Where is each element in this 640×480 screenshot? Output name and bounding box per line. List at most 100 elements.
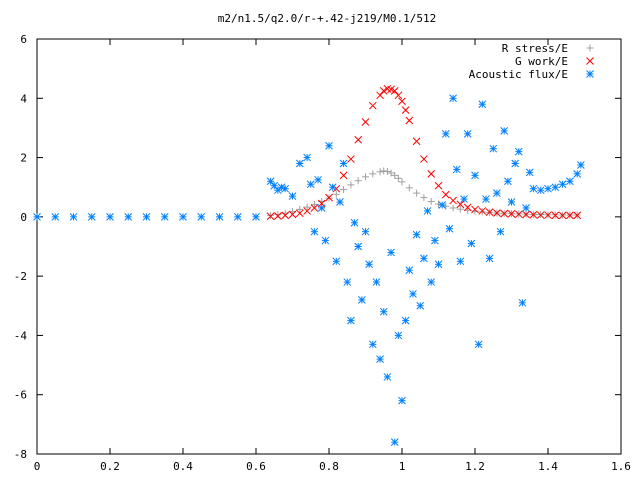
- data-point: [522, 204, 530, 212]
- data-point: [379, 307, 388, 316]
- data-point: [518, 298, 527, 307]
- data-point: [529, 210, 538, 219]
- data-point: [390, 87, 399, 95]
- data-point: [380, 167, 388, 175]
- data-point: [445, 224, 454, 233]
- data-point: [493, 189, 501, 197]
- data-point: [463, 203, 472, 212]
- data-point: [401, 106, 410, 114]
- data-point: [296, 205, 304, 213]
- data-point: [306, 180, 315, 189]
- data-point: [482, 195, 490, 203]
- data-point: [365, 260, 374, 269]
- data-point: [478, 207, 487, 215]
- data-point: [281, 211, 290, 220]
- data-point: [456, 257, 465, 266]
- data-point: [434, 181, 443, 190]
- data-point: [362, 173, 369, 181]
- y-tick-label: 0: [20, 211, 27, 224]
- data-point: [573, 211, 582, 220]
- data-point: [394, 331, 403, 340]
- data-point: [489, 144, 498, 153]
- y-tick-label: 2: [20, 152, 27, 165]
- data-point: [325, 141, 333, 150]
- data-point: [558, 180, 567, 189]
- data-point: [449, 196, 457, 205]
- data-point: [449, 94, 457, 103]
- x-tick-label: 1.6: [611, 460, 631, 473]
- data-point: [390, 438, 399, 446]
- data-point: [361, 227, 370, 236]
- data-point: [544, 184, 552, 193]
- data-point: [420, 254, 428, 263]
- data-point: [507, 198, 516, 206]
- data-point: [441, 130, 450, 138]
- x-tick-label: 1.2: [465, 460, 485, 473]
- y-tick-label: -8: [14, 448, 27, 461]
- data-point: [325, 193, 333, 202]
- data-point: [387, 169, 395, 177]
- data-point: [215, 213, 224, 221]
- data-point: [376, 91, 384, 100]
- data-point: [493, 209, 501, 217]
- data-point: [551, 211, 560, 220]
- data-point: [303, 207, 311, 215]
- data-point: [536, 186, 545, 195]
- data-point: [33, 213, 41, 221]
- legend-label: R stress/E: [502, 42, 568, 55]
- data-point: [106, 213, 114, 221]
- data-point: [452, 165, 461, 174]
- data-point: [339, 171, 348, 180]
- data-series: [33, 84, 585, 446]
- data-point: [558, 211, 567, 220]
- legend-label: G work/E: [515, 55, 568, 68]
- data-point: [427, 197, 435, 205]
- y-tick-label: -6: [14, 389, 27, 402]
- y-tick-label: 6: [20, 33, 27, 46]
- data-point: [409, 290, 417, 298]
- data-point: [529, 184, 538, 193]
- data-point: [478, 100, 487, 109]
- data-point: [383, 168, 391, 176]
- data-point: [303, 203, 311, 211]
- data-point: [525, 168, 534, 177]
- data-point: [87, 213, 96, 221]
- data-point: [357, 296, 366, 304]
- data-point: [416, 301, 425, 310]
- axis-ticks: 0 0.2 0.4 0.6 0.8 1 1.2 1.4 1.6 6 4 2 0 -2 -4 -6 -8: [14, 33, 631, 473]
- x-tick-label: 0.4: [173, 460, 193, 473]
- data-point: [460, 195, 468, 203]
- data-point: [514, 147, 523, 156]
- data-point: [303, 153, 311, 162]
- data-point: [420, 155, 428, 163]
- y-tick-label: -4: [14, 329, 28, 342]
- plot-border: [36, 38, 622, 455]
- data-point: [376, 168, 384, 176]
- data-point: [270, 181, 279, 190]
- x-tick-label: 0.8: [319, 460, 339, 473]
- data-point: [328, 183, 337, 192]
- data-point: [456, 200, 465, 209]
- data-point: [387, 248, 395, 257]
- data-point: [551, 183, 560, 192]
- data-point: [398, 97, 406, 106]
- data-point: [314, 175, 322, 184]
- data-point: [430, 236, 439, 245]
- data-point: [317, 204, 326, 212]
- x-tick-label: 0.6: [246, 460, 266, 473]
- data-point: [467, 239, 476, 248]
- data-point: [354, 135, 363, 144]
- x-tick-label: 1: [399, 460, 406, 473]
- data-point: [536, 211, 545, 219]
- data-point: [405, 266, 414, 275]
- data-point: [321, 236, 330, 245]
- data-point: [474, 340, 483, 349]
- data-point: [566, 177, 574, 186]
- data-point: [478, 208, 486, 216]
- data-point: [413, 189, 421, 197]
- data-point: [394, 91, 403, 100]
- data-point: [310, 200, 318, 208]
- data-point: [405, 184, 413, 192]
